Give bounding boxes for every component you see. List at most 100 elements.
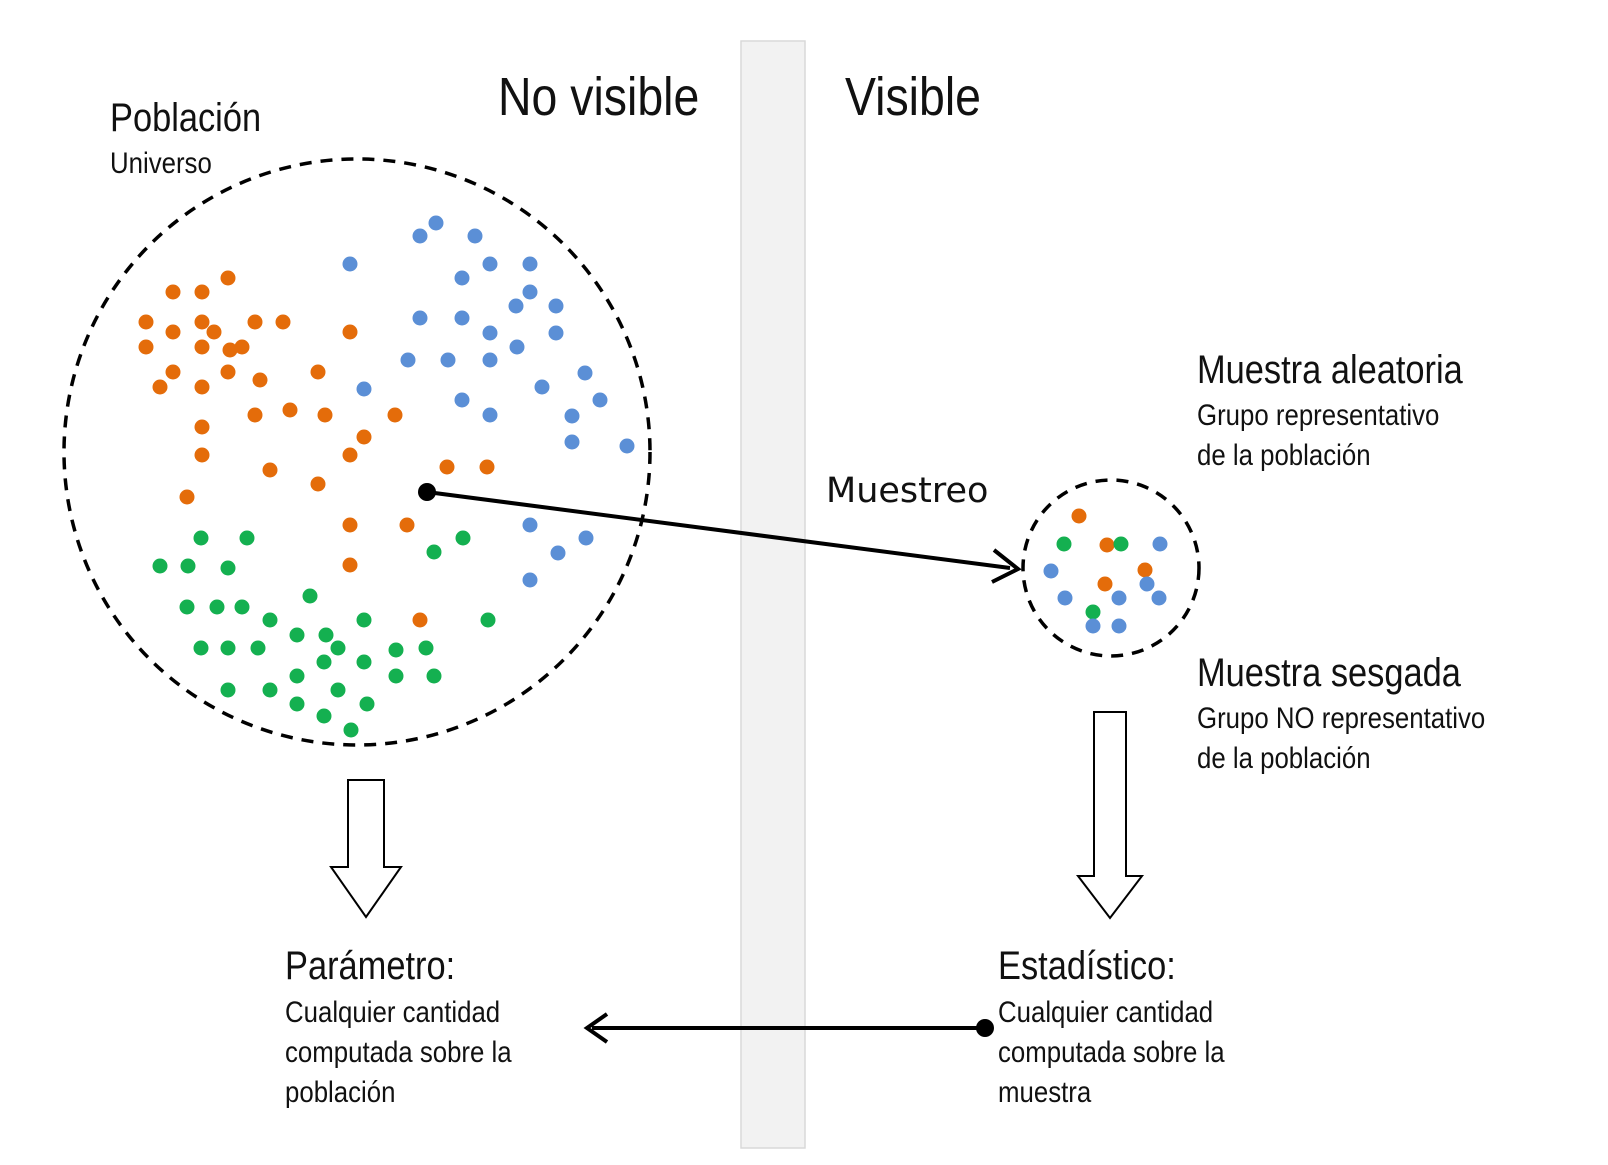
population-orange-dot [194,284,210,300]
sample-orange-dot [1099,537,1115,553]
population-blue-dot [428,215,444,231]
population-green-dot [262,682,278,698]
population-blue-dot [440,352,456,368]
population-orange-dot [387,407,403,423]
population-blue-dot [564,434,580,450]
population-blue-dot [550,545,566,561]
population-orange-dot [165,324,181,340]
population-orange-dot [138,339,154,355]
population-blue-dot [412,310,428,326]
sample-green-dot [1085,604,1101,620]
parameter-line3: población [285,1076,396,1109]
population-orange-dot [310,476,326,492]
population-green-dot [209,599,225,615]
population-blue-dot [454,310,470,326]
population-blue-dot [522,572,538,588]
inference-arrow-head [583,1012,609,1044]
parameter-title: Parámetro: [285,944,456,988]
population-orange-dot [317,407,333,423]
population-blue-dot [619,438,635,454]
biased-sample-line2: de la población [1197,742,1371,775]
population-orange-dot [342,447,358,463]
population-orange-dot [275,314,291,330]
population-blue-dot [454,270,470,286]
population-green-dot [180,558,196,574]
population-green-dot [239,530,255,546]
population-green-dot [418,640,434,656]
sample-blue-dot [1057,590,1073,606]
sample-green-dot [1056,536,1072,552]
population-orange-dot [310,364,326,380]
population-blue-dot [482,352,498,368]
population-orange-dot [247,314,263,330]
population-green-dot [262,612,278,628]
population-green-dot [330,640,346,656]
population-orange-dot [282,402,298,418]
population-orange-dot [194,379,210,395]
population-green-dot [356,612,372,628]
population-circle [62,157,652,747]
population-blue-dot [508,298,524,314]
visible-header: Visible [845,67,981,127]
population-green-dot [220,682,236,698]
population-green-dot [220,640,236,656]
population-orange-dot [194,339,210,355]
parameter-line2: computada sobre la [285,1036,512,1069]
population-blue-dot [509,339,525,355]
population-orange-dot [179,489,195,505]
parameter-line1: Cualquier cantidad [285,996,501,1029]
population-blue-dot [534,379,550,395]
biased-sample-title: Muestra sesgada [1197,651,1461,695]
population-blue-dot [342,256,358,272]
population-green-dot [289,668,305,684]
sample-green-dot [1113,536,1129,552]
population-blue-dot [467,228,483,244]
sample-circle [1021,478,1201,658]
population-orange-dot [412,612,428,628]
inference-arrow-start-dot [976,1019,994,1037]
biased-sample-line1: Grupo NO representativo [1197,702,1486,735]
population-orange-dot [479,459,495,475]
population-green-dot [289,627,305,643]
population-orange-dot [220,364,236,380]
population-blue-dot [522,256,538,272]
population-orange-dot [234,339,250,355]
population-orange-dot [342,517,358,533]
population-orange-dot [194,314,210,330]
sample-orange-dot [1071,508,1087,524]
population-blue-dot [592,392,608,408]
population-blue-dot [482,325,498,341]
population-green-dot [426,668,442,684]
population-orange-dot [247,407,263,423]
population-orange-dot [262,462,278,478]
population-orange-dot [252,372,268,388]
population-blue-dot [356,381,372,397]
sampling-label: Muestreo [826,471,989,511]
population-green-dot [234,599,250,615]
population-blue-dot [522,517,538,533]
random-sample-line2: de la población [1197,439,1371,472]
statistic-line2: computada sobre la [998,1036,1225,1069]
population-green-dot [388,668,404,684]
population-green-dot [455,530,471,546]
population-green-dot [193,640,209,656]
population-green-dot [193,530,209,546]
population-orange-dot [220,270,236,286]
population-orange-dot [194,419,210,435]
population-blue-dot [578,530,594,546]
sample-orange-dot [1097,576,1113,592]
population-blue-dot [564,408,580,424]
sample-blue-dot [1111,618,1127,634]
population-orange-dot [194,447,210,463]
population-green-dot [152,558,168,574]
statistic-line1: Cualquier cantidad [998,996,1214,1029]
population-blue-dot [548,298,564,314]
sampling-arrow-start-dot [418,483,436,501]
population-green-dot [179,599,195,615]
population-blue-dot [482,256,498,272]
population-green-dot [343,722,359,738]
random-sample-title: Muestra aleatoria [1197,348,1463,392]
population-green-dot [388,642,404,658]
population-orange-dot [206,324,222,340]
population-orange-dot [222,342,238,358]
